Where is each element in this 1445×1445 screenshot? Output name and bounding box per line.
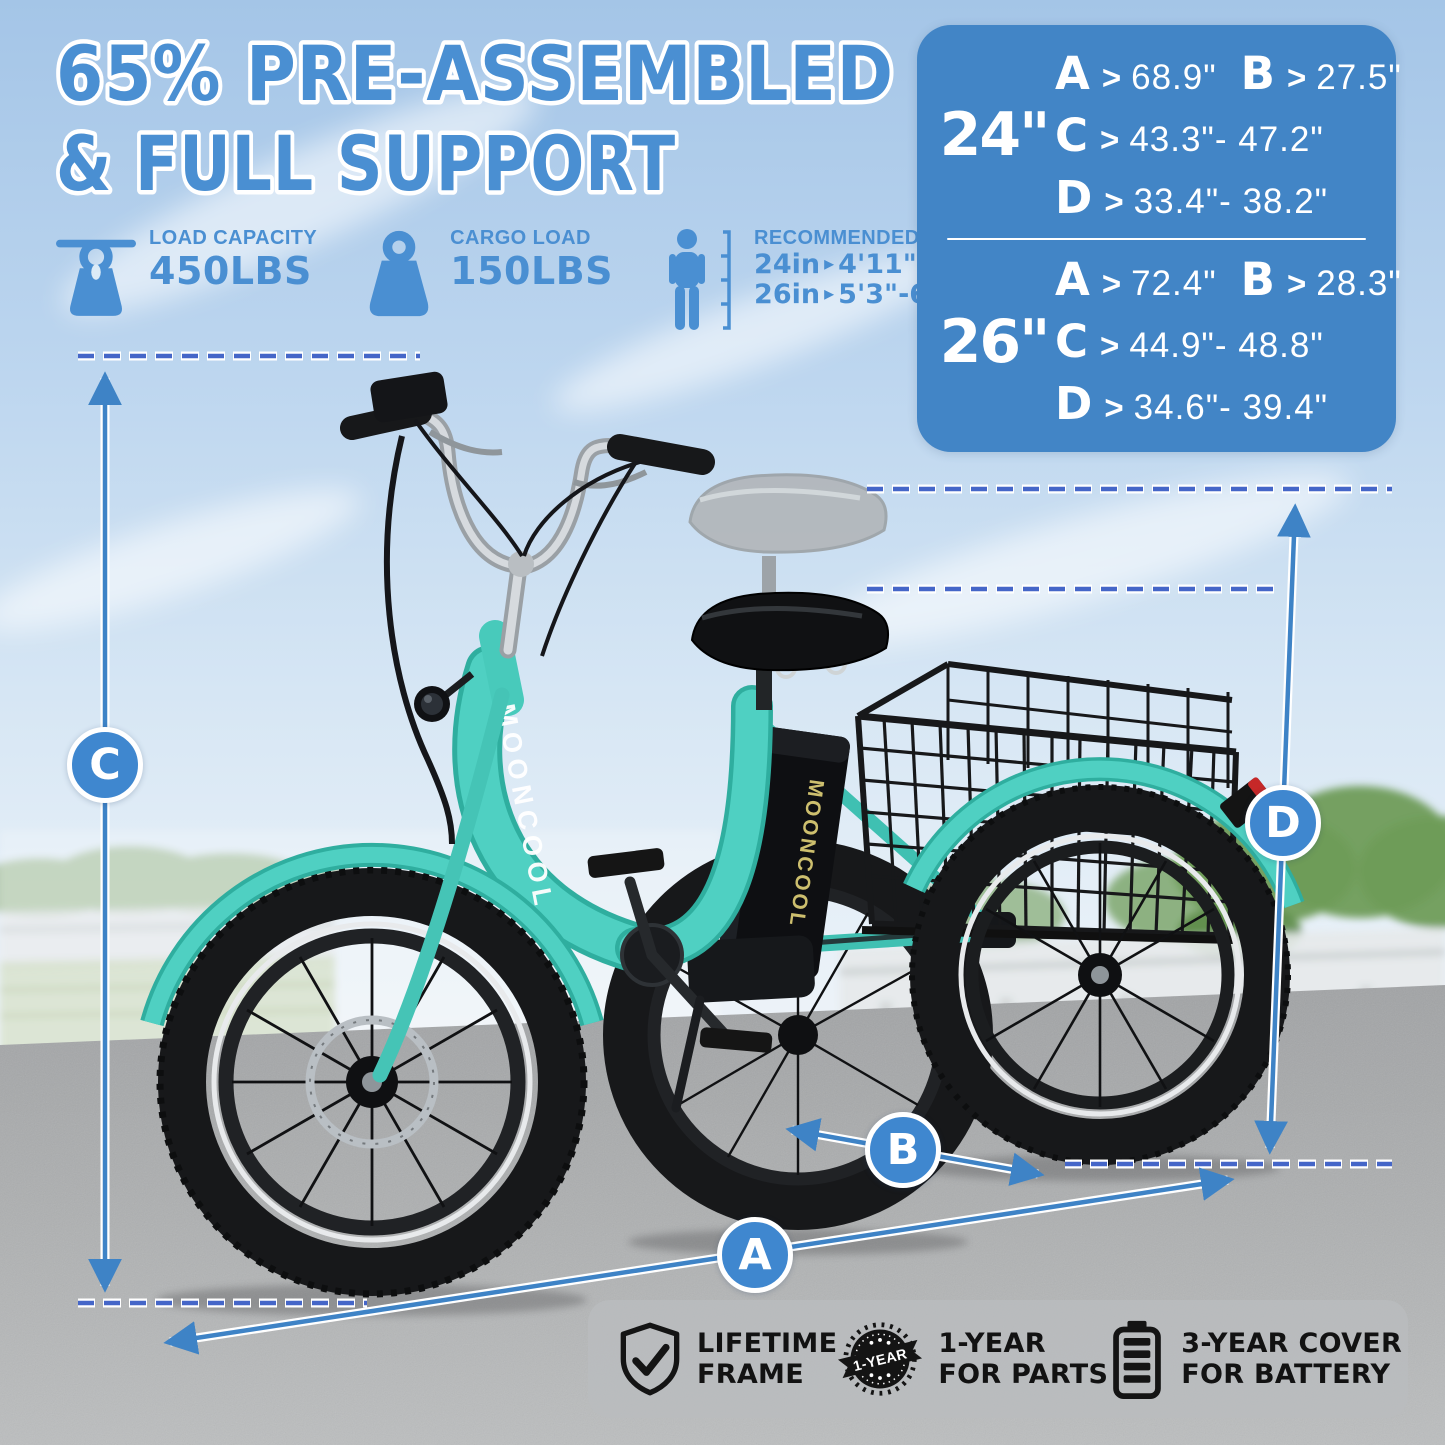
motor-housing [687, 935, 815, 1003]
drivetrain [587, 848, 773, 1113]
right-grip [607, 434, 715, 475]
wheel-size-label: 26" [939, 306, 1051, 377]
spec-cargo-load: CARGO LOAD 150LBS [361, 228, 613, 320]
headline-line-2: & FULL SUPPORT [56, 119, 676, 208]
measure-row-c: C > 43.3"- 47.2" [1055, 108, 1324, 162]
one-year-seal-icon: 1-YEAR [838, 1322, 923, 1396]
battery-icon [1113, 1320, 1162, 1399]
dimension-badge-c: C [67, 727, 143, 803]
spec-row: LOAD CAPACITY 450LBS CARGO LOAD 150LBS [56, 228, 1007, 332]
panel-divider [947, 237, 1366, 240]
spec-label: CARGO LOAD [450, 227, 591, 249]
warranty-battery-text: 3-YEAR COVER FOR BATTERY [1181, 1327, 1403, 1390]
warranty-bar: LIFETIME FRAME 1-YEAR 1-YEAR FO [588, 1300, 1408, 1418]
front-fender [140, 842, 604, 1027]
headline: 65% PRE-ASSEMBLED & FULL SUPPORT [52, 25, 898, 213]
triangle-separator-icon: ▸ [824, 281, 835, 306]
measurements-24in: 24" A > 68.9" B > 27.5" C > 43.3"- 47.2" [923, 39, 1401, 232]
kickstand [671, 995, 705, 1113]
warranty-battery: 3-YEAR COVER FOR BATTERY [1108, 1319, 1402, 1399]
measurements-26in: 26" A > 72.4" B > 28.3" C > 44.9"- 48.8" [923, 246, 1401, 439]
left-brake-lever [428, 429, 503, 456]
dimension-letter-d: D [1265, 798, 1301, 848]
height-size: 24in [754, 249, 821, 280]
handlebar-assembly [340, 371, 715, 845]
spec-cargo-load-text: CARGO LOAD 150LBS [450, 228, 613, 292]
dimension-letter-b: B [886, 1125, 920, 1175]
warranty-parts: 1-YEAR 1-YEAR FOR PARTS [837, 1319, 1108, 1399]
spec-value: 150LBS [450, 249, 614, 293]
headline-line-1: 65% PRE-ASSEMBLED [56, 29, 894, 118]
warranty-parts-text: 1-YEAR FOR PARTS [938, 1327, 1109, 1390]
shield-check-icon [620, 1322, 680, 1396]
seat [690, 591, 889, 710]
cloud-streaks [0, 86, 1350, 648]
spec-label: LOAD CAPACITY [149, 227, 318, 249]
dimension-line-a [163, 1167, 1235, 1355]
front-fork [372, 687, 510, 1083]
measure-row-ab: A > 72.4" B > 28.3" [1055, 253, 1402, 307]
headlight [414, 671, 475, 722]
wheel-size-label: 24" [939, 100, 1051, 171]
measure-row-c: C > 44.9"- 48.8" [1055, 315, 1324, 369]
height-size: 26in [754, 279, 821, 311]
measure-row-d: D > 33.4"- 38.2" [1055, 170, 1329, 224]
person-height-icon [669, 229, 731, 330]
seat-raised-ghost [688, 473, 888, 600]
measure-row-d: D > 34.6"- 39.4" [1055, 377, 1329, 431]
dimension-badge-d: D [1245, 785, 1321, 861]
spec-load-capacity-text: LOAD CAPACITY 450LBS [149, 228, 317, 292]
measure-arrows [88, 371, 1311, 1355]
display-unit [370, 371, 448, 423]
dashed-reference-lines [78, 351, 1392, 1308]
dimension-badge-b: B [865, 1112, 941, 1188]
brake-cables [383, 418, 641, 845]
right-brake-lever [573, 469, 648, 489]
spec-value: 450LBS [149, 249, 312, 293]
dimension-letter-a: A [738, 1230, 772, 1280]
triangle-separator-icon: ▸ [824, 251, 835, 275]
load-capacity-icon [56, 239, 136, 316]
dimension-badge-a: A [717, 1217, 793, 1293]
spec-load-capacity: LOAD CAPACITY 450LBS [56, 228, 317, 320]
warranty-frame: LIFETIME FRAME [618, 1321, 837, 1397]
cargo-load-icon [369, 230, 429, 317]
dimension-letter-c: C [89, 740, 121, 790]
measure-row-ab: A > 68.9" B > 27.5" [1055, 46, 1402, 100]
warranty-frame-text: LIFETIME FRAME [697, 1327, 838, 1390]
measurements-panel: 24" A > 68.9" B > 27.5" C > 43.3"- 47.2" [917, 25, 1401, 452]
